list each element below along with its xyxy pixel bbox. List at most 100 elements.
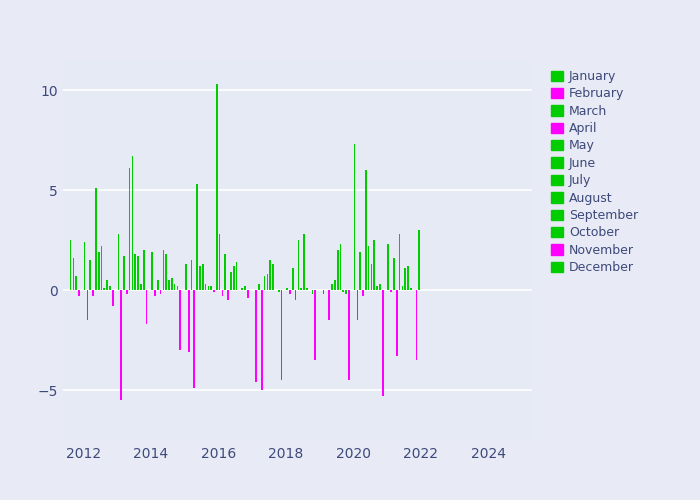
Bar bbox=[264, 276, 265, 290]
Bar bbox=[106, 280, 108, 290]
Bar bbox=[190, 260, 192, 290]
Bar bbox=[292, 268, 293, 290]
Bar bbox=[84, 242, 85, 290]
Bar bbox=[112, 290, 113, 306]
Bar bbox=[162, 250, 164, 290]
Bar bbox=[160, 290, 162, 294]
Bar bbox=[396, 290, 398, 356]
Bar bbox=[104, 288, 105, 290]
Bar bbox=[140, 284, 141, 290]
Bar bbox=[331, 284, 333, 290]
Bar bbox=[87, 290, 88, 320]
Bar bbox=[109, 286, 111, 290]
Bar bbox=[73, 258, 74, 290]
Bar bbox=[174, 284, 176, 290]
Bar bbox=[314, 290, 316, 360]
Bar bbox=[303, 234, 304, 290]
Bar bbox=[137, 256, 139, 290]
Bar bbox=[241, 288, 243, 290]
Bar bbox=[219, 234, 220, 290]
Bar bbox=[340, 244, 342, 290]
Bar bbox=[228, 290, 229, 300]
Bar bbox=[407, 266, 409, 290]
Bar bbox=[236, 262, 237, 290]
Bar bbox=[193, 290, 195, 388]
Bar bbox=[416, 290, 417, 360]
Bar bbox=[328, 290, 330, 320]
Legend: January, February, March, April, May, June, July, August, September, October, No: January, February, March, April, May, Ju… bbox=[547, 66, 642, 278]
Bar bbox=[356, 290, 358, 320]
Bar bbox=[168, 280, 170, 290]
Bar bbox=[176, 286, 178, 290]
Bar bbox=[123, 256, 125, 290]
Bar bbox=[188, 290, 190, 352]
Bar bbox=[118, 234, 119, 290]
Bar bbox=[244, 286, 246, 290]
Bar bbox=[179, 290, 181, 350]
Bar bbox=[98, 252, 99, 290]
Bar bbox=[230, 272, 232, 290]
Bar bbox=[295, 290, 296, 300]
Bar bbox=[134, 254, 136, 290]
Bar bbox=[298, 240, 299, 290]
Bar bbox=[410, 288, 412, 290]
Bar bbox=[281, 290, 282, 380]
Bar bbox=[256, 290, 257, 382]
Bar bbox=[306, 288, 307, 290]
Bar bbox=[393, 258, 395, 290]
Bar bbox=[199, 266, 201, 290]
Bar bbox=[362, 290, 364, 296]
Bar bbox=[286, 288, 288, 290]
Bar bbox=[382, 290, 384, 396]
Bar bbox=[157, 280, 159, 290]
Bar bbox=[379, 284, 381, 290]
Bar bbox=[70, 240, 71, 290]
Bar bbox=[95, 188, 97, 290]
Bar bbox=[402, 286, 403, 290]
Bar bbox=[270, 260, 271, 290]
Bar bbox=[233, 266, 235, 290]
Bar bbox=[405, 268, 406, 290]
Bar bbox=[261, 290, 262, 390]
Bar bbox=[334, 280, 336, 290]
Bar bbox=[323, 290, 325, 294]
Bar bbox=[370, 264, 372, 290]
Bar bbox=[345, 290, 347, 294]
Bar bbox=[126, 290, 127, 294]
Bar bbox=[146, 290, 148, 324]
Bar bbox=[419, 230, 420, 290]
Bar bbox=[210, 286, 212, 290]
Bar bbox=[129, 168, 130, 290]
Bar bbox=[272, 264, 274, 290]
Bar bbox=[143, 250, 144, 290]
Bar bbox=[90, 260, 91, 290]
Bar bbox=[359, 252, 361, 290]
Bar bbox=[388, 244, 389, 290]
Bar bbox=[376, 286, 378, 290]
Bar bbox=[342, 290, 344, 292]
Bar bbox=[171, 278, 173, 290]
Bar bbox=[348, 290, 350, 380]
Bar bbox=[300, 288, 302, 290]
Bar bbox=[368, 246, 370, 290]
Bar bbox=[391, 290, 392, 292]
Bar bbox=[78, 290, 80, 296]
Bar bbox=[165, 254, 167, 290]
Bar bbox=[185, 264, 187, 290]
Bar bbox=[196, 184, 198, 290]
Bar bbox=[312, 290, 313, 294]
Bar bbox=[204, 284, 206, 290]
Bar bbox=[278, 290, 279, 292]
Bar bbox=[213, 290, 215, 292]
Bar bbox=[247, 290, 248, 298]
Bar bbox=[154, 290, 156, 296]
Bar bbox=[373, 240, 375, 290]
Bar bbox=[267, 274, 268, 290]
Bar bbox=[365, 170, 367, 290]
Bar bbox=[151, 252, 153, 290]
Bar bbox=[225, 254, 226, 290]
Bar bbox=[216, 84, 218, 290]
Bar bbox=[354, 144, 356, 290]
Bar bbox=[207, 286, 209, 290]
Bar bbox=[76, 276, 77, 290]
